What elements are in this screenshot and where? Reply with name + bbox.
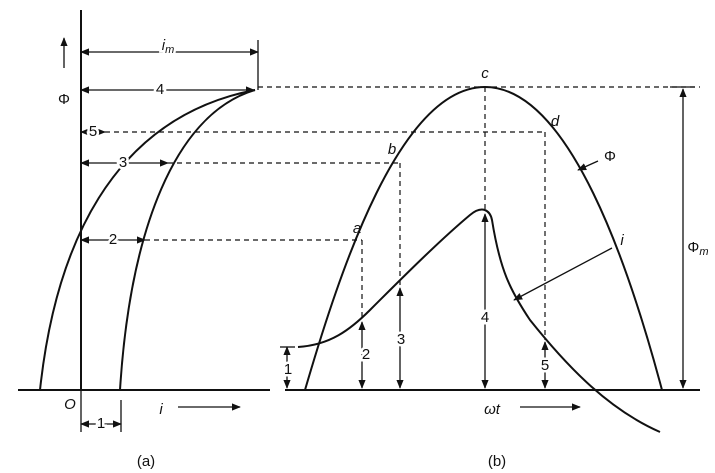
point-label: a (353, 220, 361, 237)
step-label: 5 (89, 123, 97, 140)
axis-label: i (159, 401, 163, 418)
step-label: 5 (541, 357, 549, 374)
curve-label: i (620, 232, 624, 249)
step-label: 3 (397, 331, 405, 348)
flux-curve (39, 89, 256, 391)
flux-curve (304, 85, 663, 391)
dimension-label: im (162, 37, 175, 56)
origin-label: O (64, 396, 76, 413)
axis-label: ωt (484, 401, 501, 418)
caption: (a) (137, 453, 155, 470)
point-label: c (481, 65, 489, 82)
axis-label: Φ (58, 91, 70, 108)
step-label: 3 (119, 154, 127, 171)
lines (18, 10, 700, 433)
step-label: 1 (284, 361, 292, 378)
step-label: 4 (481, 309, 489, 326)
curve-label: Φ (604, 148, 616, 165)
label-sub: m (165, 44, 174, 56)
line (577, 160, 599, 171)
label-sub: m (699, 246, 708, 258)
label-base: i (162, 37, 166, 54)
line (513, 247, 613, 301)
point-label: d (551, 113, 560, 130)
flux-curve (119, 89, 256, 391)
dimension-label: Φm (687, 239, 708, 258)
step-label: 4 (156, 81, 164, 98)
point-label: b (388, 141, 396, 158)
step-label: 1 (97, 415, 105, 432)
label-base: Φ (687, 239, 699, 256)
caption: (b) (488, 453, 506, 470)
step-label: 2 (109, 231, 117, 248)
current-curve (297, 208, 661, 433)
step-label: 2 (362, 346, 370, 363)
